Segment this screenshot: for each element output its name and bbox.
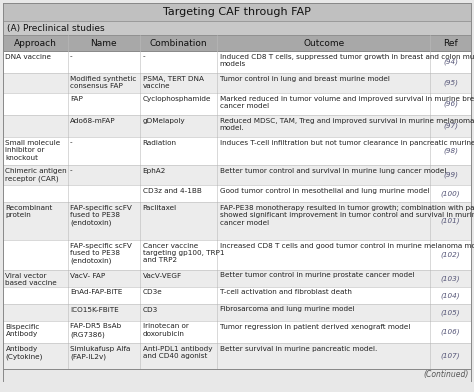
Text: Tumor regression in patient derived xenograft model: Tumor regression in patient derived xeno… — [220, 323, 410, 330]
Text: Cancer vaccine
targeting gp100, TRP1
and TRP2: Cancer vaccine targeting gp100, TRP1 and… — [143, 243, 224, 263]
Text: EphA2: EphA2 — [143, 167, 166, 174]
Bar — [3, 21, 471, 35]
Text: -: - — [143, 53, 145, 60]
Text: CD3: CD3 — [143, 307, 158, 312]
Text: (97): (97) — [443, 123, 458, 129]
Text: Good tumor control in mesothelial and lung murine model: Good tumor control in mesothelial and lu… — [220, 187, 429, 194]
Text: Outcome: Outcome — [303, 38, 345, 47]
Text: Better survival in murine pancreatic model.: Better survival in murine pancreatic mod… — [220, 345, 377, 352]
Text: Recombinant
protein: Recombinant protein — [6, 205, 53, 218]
Text: (A) Preclinical studies: (A) Preclinical studies — [7, 24, 105, 33]
Text: -: - — [70, 167, 73, 174]
Text: Combination: Combination — [150, 38, 208, 47]
Text: Fibrosarcoma and lung murine model: Fibrosarcoma and lung murine model — [220, 307, 355, 312]
Text: (94): (94) — [443, 59, 458, 65]
Text: PSMA, TERT DNA
vaccine: PSMA, TERT DNA vaccine — [143, 76, 204, 89]
Text: VacV-VEGF: VacV-VEGF — [143, 272, 182, 278]
Bar — [3, 3, 471, 21]
Text: (98): (98) — [443, 148, 458, 154]
Bar — [3, 73, 471, 93]
Text: Better tumor control and survival in murine lung cancer model: Better tumor control and survival in mur… — [220, 167, 446, 174]
Bar — [3, 240, 471, 270]
Text: (105): (105) — [441, 309, 460, 316]
Text: (100): (100) — [441, 190, 460, 197]
Bar — [3, 270, 471, 287]
Bar — [3, 137, 471, 165]
Text: (96): (96) — [443, 101, 458, 107]
Text: FAP-PE38 monotherapy resulted in tumor growth; combination with paclitaxel
showe: FAP-PE38 monotherapy resulted in tumor g… — [220, 205, 474, 225]
Text: Radiation: Radiation — [143, 140, 177, 145]
Bar — [3, 321, 471, 343]
Text: Viral vector
based vaccine: Viral vector based vaccine — [6, 272, 57, 286]
Bar — [3, 304, 471, 321]
Text: Cyclophosphamide: Cyclophosphamide — [143, 96, 211, 102]
Text: Tumor control in lung and breast murine model: Tumor control in lung and breast murine … — [220, 76, 390, 82]
Text: Anti-PDL1 antibody
and CD40 agonist: Anti-PDL1 antibody and CD40 agonist — [143, 345, 212, 359]
Bar — [3, 185, 471, 202]
Text: Ado68-mFAP: Ado68-mFAP — [70, 118, 116, 123]
Text: FAP-specific scFV
fused to PE38
(endotoxin): FAP-specific scFV fused to PE38 (endotox… — [70, 243, 132, 264]
Text: (95): (95) — [443, 80, 458, 86]
Bar — [3, 51, 471, 73]
Bar — [3, 115, 471, 137]
Text: T-cell activation and fibroblast death: T-cell activation and fibroblast death — [220, 290, 352, 296]
Text: (107): (107) — [441, 353, 460, 359]
Text: FAP-specific scFV
fused to PE38
(endotoxin): FAP-specific scFV fused to PE38 (endotox… — [70, 205, 132, 226]
Text: DNA vaccine: DNA vaccine — [6, 53, 52, 60]
Text: Small molecule
inhibitor or
knockout: Small molecule inhibitor or knockout — [6, 140, 61, 160]
Text: Simlukafusp Alfa
(FAP-IL2v): Simlukafusp Alfa (FAP-IL2v) — [70, 345, 130, 359]
Bar — [3, 343, 471, 369]
Text: Reduced MDSC, TAM, Treg and improved survival in murine melanoma
model.: Reduced MDSC, TAM, Treg and improved sur… — [220, 118, 474, 131]
Text: Ref: Ref — [443, 38, 458, 47]
Text: (104): (104) — [441, 292, 460, 299]
Text: Approach: Approach — [14, 38, 57, 47]
Text: Targeting CAF through FAP: Targeting CAF through FAP — [163, 7, 311, 17]
Bar — [3, 165, 471, 185]
Text: Modified synthetic
consensus FAP: Modified synthetic consensus FAP — [70, 76, 137, 89]
Text: (103): (103) — [441, 275, 460, 282]
Text: (106): (106) — [441, 329, 460, 335]
Text: Irinotecan or
doxorubicin: Irinotecan or doxorubicin — [143, 323, 189, 337]
Text: Name: Name — [91, 38, 117, 47]
Text: Paclitaxel: Paclitaxel — [143, 205, 177, 211]
Text: (99): (99) — [443, 172, 458, 178]
Text: FAP: FAP — [70, 96, 83, 102]
Text: ICO15K-FBiTE: ICO15K-FBiTE — [70, 307, 119, 312]
Text: (101): (101) — [441, 218, 460, 224]
Bar — [3, 369, 471, 381]
Bar — [3, 35, 471, 51]
Text: Antibody
(Cytokine): Antibody (Cytokine) — [6, 345, 43, 359]
Bar — [3, 202, 471, 240]
Text: Induces T-cell infiltration but not tumor clearance in pancreatic murine model: Induces T-cell infiltration but not tumo… — [220, 140, 474, 145]
Text: EnAd-FAP-BiTE: EnAd-FAP-BiTE — [70, 290, 122, 296]
Text: CD3e: CD3e — [143, 290, 163, 296]
Text: VacV- FAP: VacV- FAP — [70, 272, 105, 278]
Text: CD3z and 4-1BB: CD3z and 4-1BB — [143, 187, 201, 194]
Text: Better tumor control in murine prostate cancer model: Better tumor control in murine prostate … — [220, 272, 414, 278]
Text: Chimeric antigen
receptor (CAR): Chimeric antigen receptor (CAR) — [6, 167, 67, 181]
Bar — [3, 93, 471, 115]
Text: gDMelapoly: gDMelapoly — [143, 118, 185, 123]
Text: (102): (102) — [441, 252, 460, 258]
Text: FAP-DR5 BsAb
(RG7386): FAP-DR5 BsAb (RG7386) — [70, 323, 121, 338]
Text: (Continued): (Continued) — [424, 370, 469, 379]
Text: Increased CD8 T cells and good tumor control in murine melanoma model: Increased CD8 T cells and good tumor con… — [220, 243, 474, 249]
Text: Bispecific
Antibody: Bispecific Antibody — [6, 323, 40, 337]
Text: -: - — [70, 53, 73, 60]
Bar — [3, 287, 471, 304]
Text: -: - — [70, 140, 73, 145]
Text: Marked reduced in tumor volume and improved survival in murine breast
cancer mod: Marked reduced in tumor volume and impro… — [220, 96, 474, 109]
Text: Induced CD8 T cells, suppressed tumor growth in breast and colon murine
models: Induced CD8 T cells, suppressed tumor gr… — [220, 53, 474, 67]
